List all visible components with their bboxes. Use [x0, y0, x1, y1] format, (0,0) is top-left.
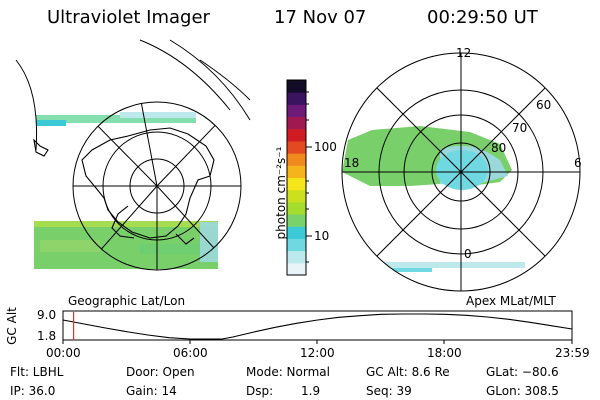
mlat-label-60: 60	[536, 98, 552, 112]
colorbar-tick-100: 100	[314, 140, 337, 154]
colorbar-tick-10: 10	[314, 229, 330, 243]
colorbar-cell	[287, 140, 306, 154]
colorbar-cell	[287, 153, 306, 166]
colorbar-cell	[287, 116, 306, 130]
ip-status: IP: 36.0	[10, 384, 56, 398]
door-status: Door: Open	[126, 365, 195, 379]
mlt-label-12: 12	[456, 46, 472, 60]
alt-xtick-1200: 12:00	[300, 346, 335, 360]
colorbar-cell	[287, 238, 306, 252]
gc-alt-status: GC Alt: 8.6 Re	[366, 365, 450, 379]
colorbar-cell	[287, 104, 306, 118]
colorbar-cell	[287, 250, 306, 264]
mlt-map	[341, 52, 581, 292]
alt-xtick-2359: 23:59	[555, 346, 590, 360]
filter-status: Flt: LBHL	[10, 365, 64, 379]
gain-status: Gain: 14	[126, 384, 177, 398]
alt-xtick-1800: 18:00	[427, 346, 462, 360]
colorbar-cell	[287, 214, 306, 227]
left-aurora-image	[34, 112, 218, 269]
seq-status: Seq: 39	[366, 384, 412, 398]
alt-ytick-9: 9.0	[37, 308, 57, 322]
glon-status: GLon: 308.5	[486, 384, 559, 398]
colorbar-cell	[287, 128, 306, 142]
mlat-label-70: 70	[512, 121, 528, 135]
colorbar-cell	[287, 189, 306, 203]
left-map-caption: Geographic Lat/Lon	[68, 294, 186, 308]
mlt-label-18: 18	[344, 156, 360, 170]
geographic-map	[15, 39, 251, 271]
alt-xtick-0600: 06:00	[173, 346, 208, 360]
colorbar-cell	[287, 201, 306, 215]
right-map-caption: Apex MLat/MLT	[466, 294, 556, 308]
alt-xtick-0000: 00:00	[46, 346, 81, 360]
alt-ylabel: GC Alt	[5, 307, 19, 345]
instrument-title: Ultraviolet Imager	[47, 7, 210, 28]
mlt-label-6: 6	[574, 156, 582, 170]
dsp-value: 1.9	[301, 384, 321, 398]
colorbar-cell	[287, 177, 306, 191]
mlt-label-0: 0	[464, 247, 472, 261]
altitude-plot	[62, 310, 573, 344]
date-label: 17 Nov 07	[274, 7, 367, 28]
colorbar-cells	[287, 80, 306, 276]
mode-status: Mode: Normal	[246, 365, 330, 379]
colorbar	[286, 79, 312, 276]
altitude-curve	[62, 313, 573, 340]
colorbar-unit-label: photon cm⁻²s⁻¹	[274, 146, 288, 240]
colorbar-cell	[287, 226, 306, 239]
colorbar-cell	[287, 165, 306, 178]
glat-status: GLat: −80.6	[486, 365, 559, 379]
colorbar-cell	[287, 92, 306, 105]
mlat-label-80: 80	[491, 141, 507, 155]
time-label: 00:29:50 UT	[427, 7, 538, 28]
colorbar-cell	[287, 80, 306, 93]
alt-ytick-1-8: 1.8	[37, 329, 57, 343]
colorbar-cell	[287, 262, 306, 276]
dsp-label: Dsp:	[246, 384, 274, 398]
